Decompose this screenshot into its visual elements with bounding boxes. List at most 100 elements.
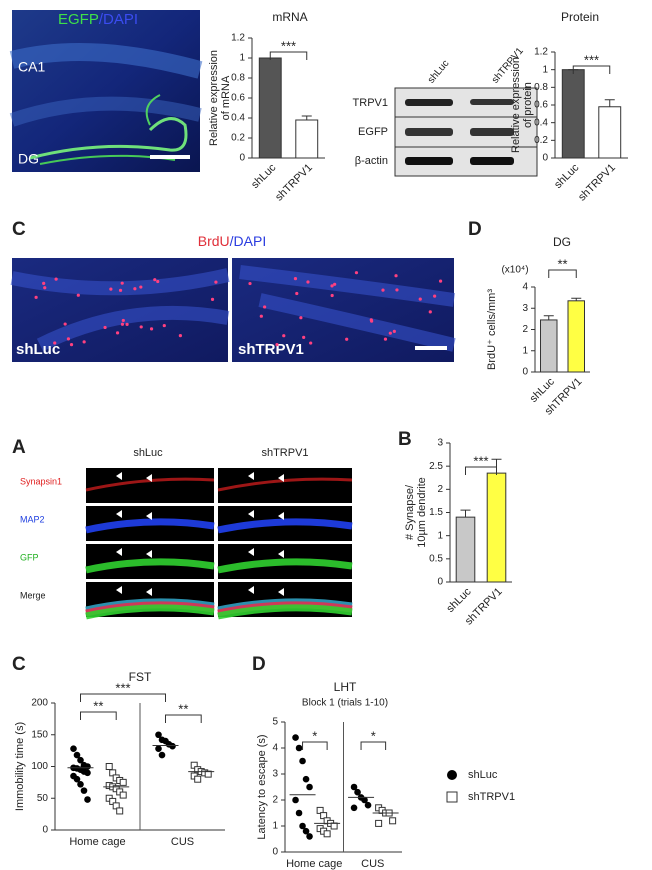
y-axis-label: Immobility time (s)	[14, 722, 26, 811]
error-bar	[604, 99, 615, 107]
x-tick-label: Home cage	[69, 836, 125, 848]
data-point	[295, 809, 303, 817]
chart-title: FST	[129, 670, 152, 684]
brdu-cell	[383, 337, 388, 341]
y-tick-label: 0	[437, 577, 443, 588]
brdu-cell	[149, 327, 154, 331]
bar	[567, 300, 585, 373]
bar	[295, 119, 319, 159]
brdu-cell	[395, 288, 399, 292]
data-point	[155, 745, 162, 753]
legend-marker	[446, 791, 458, 803]
image-label: BrdU/DAPI	[198, 233, 266, 249]
brdu-cell	[388, 331, 392, 335]
brdu-cell	[210, 297, 215, 301]
dendrite	[217, 477, 353, 492]
brdu-cell	[275, 342, 279, 347]
significance-label: **	[178, 701, 188, 716]
x-tick-label: shLuc	[444, 585, 474, 615]
error-bar	[301, 115, 312, 120]
chart-subtitle: Block 1 (trials 1-10)	[302, 698, 388, 709]
y-tick-label: 150	[31, 729, 48, 740]
dendrite	[217, 518, 353, 534]
arrowhead	[116, 586, 122, 594]
significance-bracket	[165, 714, 202, 723]
image-row-label: GFP	[20, 552, 39, 562]
bar	[486, 472, 507, 583]
arrowhead	[248, 472, 254, 480]
data-point	[364, 801, 372, 809]
chart-title: Protein	[561, 10, 599, 24]
data-point	[292, 796, 299, 804]
significance-bracket	[269, 51, 308, 60]
significance-bracket	[302, 741, 328, 750]
data-point	[119, 778, 127, 786]
data-point	[299, 822, 306, 830]
y-axis-label: BrdU⁺ cells/mm³	[486, 289, 498, 370]
panel-letter: D	[252, 654, 266, 675]
data-point	[354, 788, 361, 796]
arrowhead	[146, 550, 152, 558]
arrowhead	[116, 548, 122, 556]
y-tick-label: 0.6	[534, 100, 548, 111]
brdu-cell	[54, 277, 58, 281]
y-tick-label: 0.6	[231, 93, 245, 104]
data-point	[375, 819, 383, 827]
panel-letter: B	[398, 429, 412, 450]
x-tick-label: shTRPV1	[576, 162, 618, 204]
y-tick-label: 0	[542, 153, 548, 164]
brdu-cell	[125, 322, 129, 326]
arrowhead	[278, 550, 284, 558]
data-point	[77, 780, 84, 788]
brdu-cell	[428, 310, 432, 314]
scale-bar	[305, 617, 345, 620]
data-point	[158, 751, 166, 759]
data-point	[292, 734, 299, 741]
significance-bracket	[548, 269, 577, 278]
brdu-cell	[139, 325, 143, 329]
data-point	[119, 791, 127, 799]
data-point	[299, 757, 306, 765]
image-panel-label: shLuc	[16, 341, 60, 358]
y-tick-label: 3	[522, 303, 528, 314]
data-point	[84, 796, 91, 803]
y-axis-label: of mRNA	[220, 75, 232, 120]
panel-letter: D	[468, 219, 482, 240]
axis-multiplier: (x10⁴)	[501, 265, 528, 276]
brdu-cell	[306, 280, 310, 284]
y-tick-label: 1.2	[231, 33, 245, 44]
error-bar	[543, 315, 554, 320]
significance-label: **	[557, 256, 567, 271]
data-point	[73, 751, 81, 759]
brdu-cell	[63, 322, 67, 326]
blot-row-label: β-actin	[355, 155, 388, 167]
data-point	[302, 827, 310, 835]
brdu-cell	[115, 331, 120, 335]
brdu-cell	[330, 284, 334, 288]
data-point	[361, 796, 368, 804]
y-tick-label: 0.4	[534, 117, 548, 128]
brdu-cell	[118, 288, 123, 292]
bar	[598, 106, 622, 159]
brdu-cell	[381, 288, 385, 292]
y-axis-label: Relative expression	[208, 50, 220, 146]
data-point	[169, 742, 176, 750]
legend-marker	[447, 770, 457, 780]
data-point	[155, 731, 162, 739]
data-point	[350, 804, 358, 812]
region-label: CA1	[18, 59, 45, 75]
arrowhead	[146, 512, 152, 520]
legend-label: shTRPV1	[468, 791, 515, 803]
data-point	[194, 775, 202, 783]
brdu-cell	[309, 341, 313, 345]
panel-letter: C	[12, 654, 26, 675]
brdu-cell	[156, 279, 160, 284]
brdu-cell	[295, 291, 299, 296]
arrowhead	[248, 510, 254, 518]
data-point	[70, 745, 77, 753]
dendrite	[85, 518, 215, 534]
image-row-label: MAP2	[20, 514, 45, 524]
arrowhead	[116, 510, 122, 518]
y-tick-label: 0.4	[231, 113, 245, 124]
